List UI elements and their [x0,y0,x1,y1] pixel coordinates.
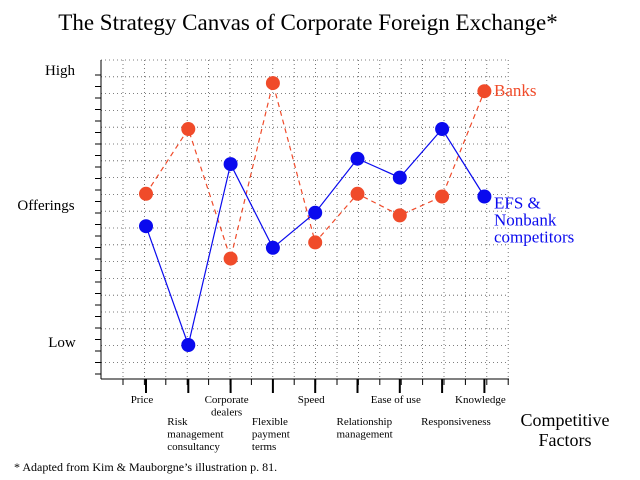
x-category-label: Relationship [337,416,393,428]
x-category-label: management [337,429,393,441]
data-point [392,170,407,185]
data-point [392,208,407,223]
x-category-labels: PriceRiskmanagementconsultancyCorporated… [131,394,506,453]
x-category-label: Corporate [205,394,249,406]
data-point [181,338,196,352]
series-label: EFS & [494,194,541,213]
y-tick-label-high: High [45,63,76,79]
x-axis-label-line-2: Factors [539,430,592,450]
x-category-label: dealers [211,407,242,419]
data-point [181,122,196,136]
x-category-label: Risk [167,416,188,428]
x-category-label: Knowledge [455,394,506,406]
data-point [477,84,492,99]
plot-grid [101,59,509,379]
series-label: competitors [494,228,574,247]
x-category-label: Flexible [252,416,288,428]
data-point [265,76,280,91]
data-point [223,157,238,172]
data-point [308,235,323,250]
data-point [308,205,323,220]
x-category-label: terms [252,441,276,453]
x-axis-label-line-1: Competitive [521,410,610,430]
data-point [435,189,450,204]
chart-title: The Strategy Canvas of Corporate Foreign… [58,10,557,35]
x-category-label: consultancy [167,441,220,453]
data-point [139,186,153,201]
data-point [350,151,365,166]
x-category-label: Responsiveness [421,416,491,428]
data-point [435,122,450,136]
series-label: Nonbank [494,211,557,230]
data-point [139,219,153,234]
data-point [265,240,280,255]
data-point [350,186,365,201]
x-category-label: payment [252,429,290,441]
y-tick-label-low: Low [48,335,76,351]
footnote: * Adapted from Kim & Mauborgne’s illustr… [14,460,277,474]
x-category-label: Ease of use [371,394,421,406]
data-point [223,251,238,266]
x-category-label: Speed [298,394,325,406]
axes [95,60,509,393]
data-point [477,189,492,204]
series-banks: Banks [139,76,537,266]
x-category-label: management [167,429,223,441]
x-category-label: Price [131,394,154,406]
y-axis-label: Offerings [17,198,74,214]
series-label: Banks [494,81,537,100]
